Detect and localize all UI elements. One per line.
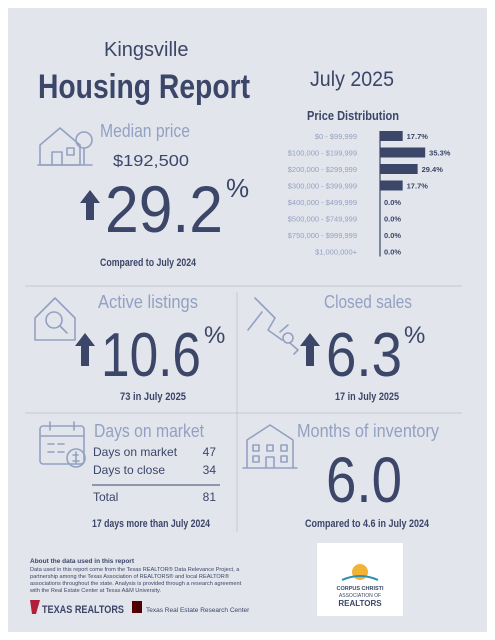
up-arrow (80, 190, 100, 220)
period: July 2025 (310, 68, 394, 91)
up-arrow (75, 333, 95, 366)
search-icon (34, 297, 76, 341)
median-note: Compared to July 2024 (100, 257, 197, 269)
bar (380, 147, 426, 158)
about-text: Data used in this report come from the T… (29, 566, 242, 594)
dom-row-label: Days to close (93, 463, 165, 477)
up-arrow (300, 333, 320, 366)
dom-row-value: 47 (203, 445, 217, 459)
bar-label: $200,000 - $299,999 (288, 165, 357, 174)
sales-title: Closed sales (324, 292, 412, 312)
background (8, 8, 487, 632)
dom-row-value: 34 (203, 463, 217, 477)
inventory-title: Months of inventory (297, 421, 439, 441)
listings-change: 10.6 (101, 321, 201, 390)
bar-label: $0 - $99,999 (315, 132, 357, 141)
dom-total-label: Total (93, 490, 118, 504)
distribution-title: Price Distribution (307, 108, 399, 123)
dom-note: 17 days more than July 2024 (92, 518, 211, 530)
logo-mark (132, 601, 142, 613)
bar-value: 17.7% (407, 182, 429, 191)
inventory-value: 6.0 (326, 444, 402, 516)
bar (380, 164, 418, 174)
about-line: partnership among the Texas Association … (30, 573, 230, 580)
median-title: Median price (100, 121, 190, 141)
house-icon (37, 127, 93, 166)
report-title: Housing Report (38, 68, 250, 106)
listings-unit: % (204, 322, 225, 349)
median-unit: % (226, 173, 249, 203)
bar-label: $300,000 - $399,999 (288, 182, 357, 191)
bar-value: 0.0% (384, 248, 401, 257)
sales-unit: % (404, 322, 425, 349)
sales-change: 6.3 (326, 321, 402, 390)
about-title: About the data used in this report (30, 558, 135, 565)
sales-note: 17 in July 2025 (335, 391, 399, 403)
bar-label: $100,000 - $199,999 (288, 149, 357, 158)
logo-right: ASSOCIATION OF (339, 593, 381, 599)
bar-value: 29.4% (422, 165, 444, 174)
logo-right: REALTORS (338, 599, 382, 608)
building-icon (242, 424, 298, 469)
about-line: associations throughout the state. Analy… (30, 581, 242, 587)
logo-center: Texas Real Estate Research Center (146, 607, 250, 614)
bar-value: 0.0% (384, 215, 401, 224)
dom-title: Days on market (94, 421, 204, 441)
city: Kingsville (104, 39, 188, 61)
about-line: Data used in this report come from the T… (30, 566, 240, 573)
logo-sun (352, 564, 368, 580)
bar-value: 17.7% (407, 132, 429, 141)
bar-value: 0.0% (384, 231, 401, 240)
bar-value: 0.0% (384, 198, 401, 207)
logo-left: TEXAS REALTORS (42, 604, 124, 616)
bar-label: $400,000 - $499,999 (288, 198, 357, 207)
median-price: $192,500 (113, 153, 189, 170)
logo-right: CORPUS CHRISTI (336, 586, 384, 592)
price-distribution: $0 - $99,999 17.7% $100,000 - $199,999 35.3… (288, 131, 451, 257)
bar-label: $500,000 - $749,999 (288, 215, 357, 224)
bar (380, 180, 403, 191)
dom-total-value: 81 (203, 490, 217, 504)
listings-note: 73 in July 2025 (120, 391, 186, 403)
listings-title: Active listings (98, 292, 198, 312)
bar-value: 35.3% (429, 149, 451, 158)
logo-mark (30, 600, 40, 614)
bar (380, 131, 403, 141)
logo-wave (341, 575, 379, 581)
inventory-note: Compared to 4.6 in July 2024 (305, 518, 430, 530)
median-change: 29.2 (105, 172, 223, 246)
dom-row-label: Days on market (93, 445, 178, 459)
about-line: with the Real Estate Center at Texas A&M… (29, 588, 161, 594)
calendar-icon (39, 421, 86, 468)
key-icon (247, 297, 299, 355)
bar-label: $1,000,000+ (315, 248, 358, 257)
bar-label: $750,000 - $999,999 (288, 231, 357, 240)
